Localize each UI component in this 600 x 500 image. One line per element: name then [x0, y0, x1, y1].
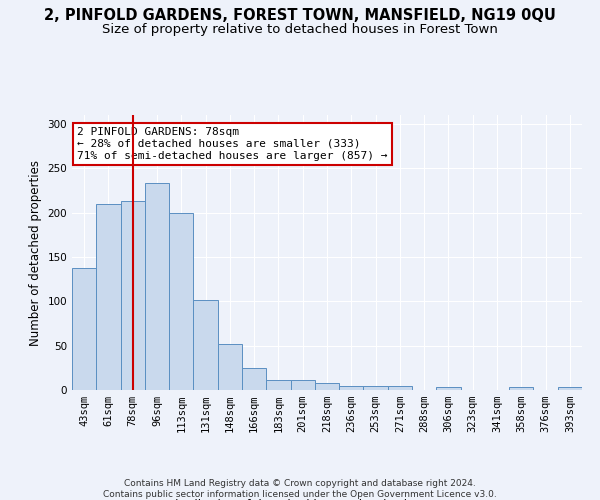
Bar — [315, 383, 339, 390]
Bar — [436, 388, 461, 390]
X-axis label: Distribution of detached houses by size in Forest Town: Distribution of detached houses by size … — [166, 499, 488, 500]
Bar — [558, 388, 582, 390]
Bar — [388, 386, 412, 390]
Bar — [121, 201, 145, 390]
Text: 2, PINFOLD GARDENS, FOREST TOWN, MANSFIELD, NG19 0QU: 2, PINFOLD GARDENS, FOREST TOWN, MANSFIE… — [44, 8, 556, 22]
Bar — [96, 204, 121, 390]
Y-axis label: Number of detached properties: Number of detached properties — [29, 160, 42, 346]
Bar — [145, 184, 169, 390]
Bar — [339, 386, 364, 390]
Bar — [242, 368, 266, 390]
Bar — [169, 212, 193, 390]
Bar — [193, 300, 218, 390]
Text: 2 PINFOLD GARDENS: 78sqm
← 28% of detached houses are smaller (333)
71% of semi-: 2 PINFOLD GARDENS: 78sqm ← 28% of detach… — [77, 128, 388, 160]
Bar — [218, 344, 242, 390]
Bar — [72, 268, 96, 390]
Text: Contains public sector information licensed under the Open Government Licence v3: Contains public sector information licen… — [103, 490, 497, 499]
Text: Size of property relative to detached houses in Forest Town: Size of property relative to detached ho… — [102, 22, 498, 36]
Text: Contains HM Land Registry data © Crown copyright and database right 2024.: Contains HM Land Registry data © Crown c… — [124, 478, 476, 488]
Bar — [364, 386, 388, 390]
Bar — [290, 380, 315, 390]
Bar — [509, 388, 533, 390]
Bar — [266, 380, 290, 390]
